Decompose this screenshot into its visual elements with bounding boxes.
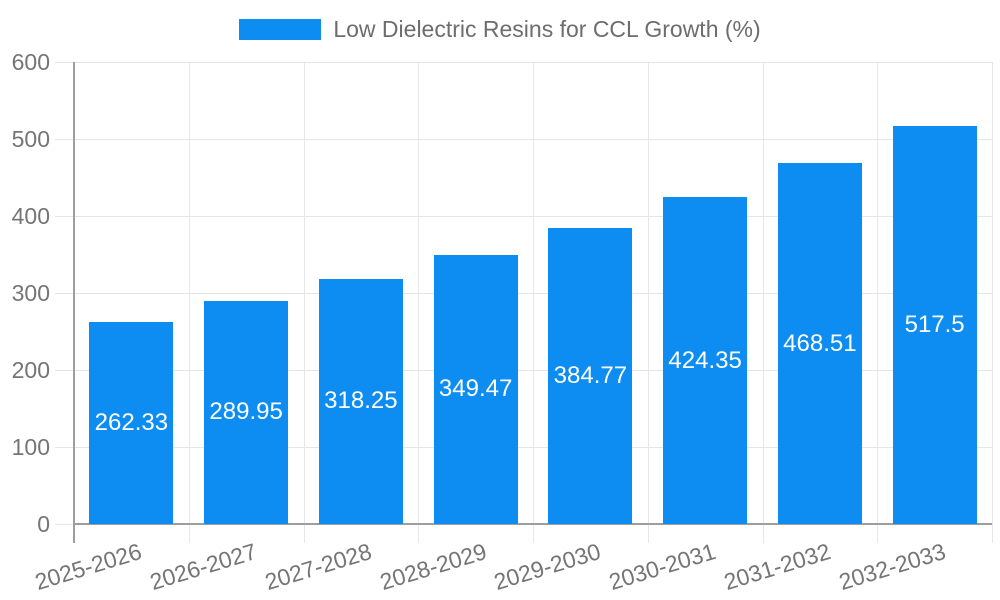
x-tick-label: 2029-2030 xyxy=(491,538,604,596)
x-tick-label: 2031-2032 xyxy=(720,538,834,596)
gridline-horizontal xyxy=(55,370,992,371)
gridline-horizontal xyxy=(55,216,992,217)
gridline-vertical xyxy=(877,62,879,543)
gridline-horizontal xyxy=(55,139,992,140)
y-tick-label: 0 xyxy=(37,510,50,537)
legend-label: Low Dielectric Resins for CCL Growth (%) xyxy=(333,16,761,42)
bar-2026-2027[interactable]: 289.95 xyxy=(204,300,289,524)
y-tick-label: 100 xyxy=(11,433,50,460)
gridline-vertical xyxy=(992,62,993,543)
gridline-vertical xyxy=(418,62,420,543)
y-tick-label: 200 xyxy=(11,356,50,383)
bar-value-label: 289.95 xyxy=(209,398,283,426)
x-tick-label: 2026-2027 xyxy=(146,538,260,596)
gridline-horizontal xyxy=(55,293,992,294)
bar-value-label: 318.25 xyxy=(324,387,398,415)
y-tick-label: 500 xyxy=(11,125,50,152)
gridline-vertical xyxy=(533,62,534,543)
gridline-horizontal xyxy=(55,447,992,448)
bar-2031-2032[interactable]: 468.51 xyxy=(777,163,862,524)
gridline-vertical xyxy=(647,62,649,543)
bar-2030-2031[interactable]: 424.35 xyxy=(663,197,748,524)
bar-2027-2028[interactable]: 318.25 xyxy=(318,278,403,524)
x-tick-label: 2027-2028 xyxy=(261,538,375,596)
gridline-vertical xyxy=(303,62,305,543)
y-axis-line xyxy=(73,62,75,543)
x-tick-label: 2025-2026 xyxy=(32,538,145,596)
bar-2032-2033[interactable]: 517.5 xyxy=(892,125,977,524)
bar-2029-2030[interactable]: 384.77 xyxy=(548,227,633,524)
x-axis-line xyxy=(74,523,992,525)
y-tick-label: 300 xyxy=(11,279,50,306)
x-tick-label: 2028-2029 xyxy=(376,538,490,596)
bar-value-label: 262.33 xyxy=(94,408,169,436)
x-tick-label: 2030-2031 xyxy=(605,538,719,596)
bar-2025-2026[interactable]: 262.33 xyxy=(89,322,174,524)
bar-value-label: 517.5 xyxy=(904,310,965,338)
y-tick-label: 400 xyxy=(11,202,50,229)
gridline-vertical xyxy=(762,62,764,543)
gridline-horizontal xyxy=(55,62,992,63)
gridline-vertical xyxy=(188,62,190,543)
bar-value-label: 424.35 xyxy=(668,346,742,374)
legend-swatch xyxy=(239,19,322,40)
bar-value-label: 384.77 xyxy=(553,361,628,389)
x-tick-label: 2032-2033 xyxy=(835,538,949,596)
bar-value-label: 468.51 xyxy=(783,329,857,357)
chart-legend[interactable]: Low Dielectric Resins for CCL Growth (%) xyxy=(0,16,1000,43)
bar-value-label: 349.47 xyxy=(438,375,513,403)
y-tick-label: 600 xyxy=(11,48,50,75)
bar-2028-2029[interactable]: 349.47 xyxy=(433,254,518,524)
